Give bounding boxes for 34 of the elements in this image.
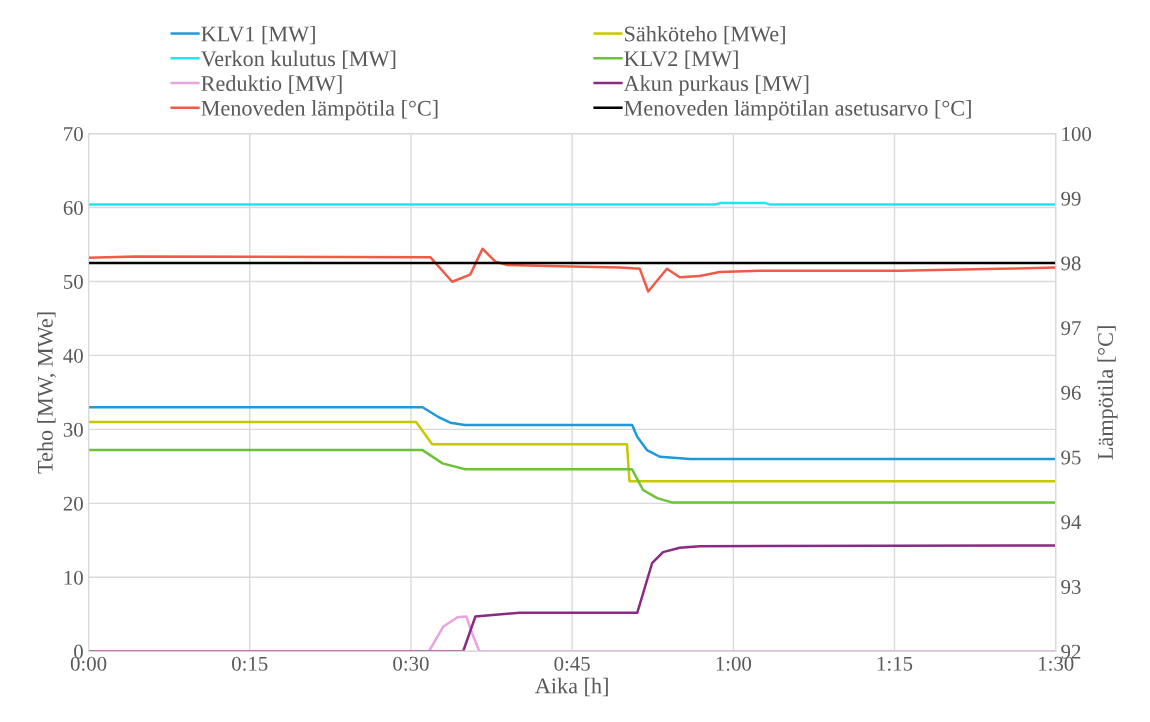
- y-axis-title: Teho [MW, MWe]: [37, 312, 56, 474]
- x-tick-label: 0:30: [393, 656, 429, 671]
- x-tick-label: 0:45: [554, 656, 590, 671]
- legend-label: Akun purkaus [MW]: [623, 75, 809, 96]
- y2-tick-label: 97: [1061, 321, 1081, 336]
- y-tick-label: 50: [64, 274, 83, 289]
- y2-tick-label: 100: [1062, 126, 1092, 141]
- x-tick-label: 0:15: [232, 656, 268, 671]
- x-tick-label: 1:00: [716, 656, 752, 671]
- y-tick-label: 10: [64, 570, 83, 585]
- y2-tick-label: 98: [1061, 256, 1081, 271]
- legend-label: Menoveden lämpötilan asetusarvo [°C]: [624, 100, 971, 121]
- line-series: [88, 247, 1056, 293]
- y2-tick-label: 94: [1061, 515, 1082, 530]
- y2-tick-label: 96: [1061, 385, 1081, 400]
- y2-axis-title: Lämpötila [°C]: [1097, 326, 1118, 460]
- x-axis-title: Aika [h]: [535, 677, 608, 697]
- legend-label: Verkon kulutus [MW]: [200, 50, 396, 70]
- line-series: [88, 405, 1056, 461]
- legend-label: KLV2 [MW]: [624, 50, 738, 70]
- legend-label: Menoveden lämpötila [°C]: [201, 100, 438, 121]
- y-tick-label: 70: [64, 126, 83, 141]
- line-series: [88, 448, 1056, 504]
- legend-label: Sähköteho [MWe]: [625, 25, 785, 45]
- y-tick-label: 30: [63, 422, 83, 437]
- y-tick-label: 60: [63, 200, 83, 215]
- y2-tick-label: 95: [1061, 450, 1081, 465]
- x-tick-label: 1:15: [877, 656, 913, 671]
- y2-tick-label: 99: [1061, 191, 1081, 206]
- y-tick-label: 40: [63, 348, 83, 363]
- y-tick-label: 20: [63, 496, 83, 511]
- legend-label: Reduktio [MW]: [201, 75, 342, 94]
- y2-tick-label: 93: [1061, 579, 1081, 594]
- legend-label: KLV1 [MW]: [201, 25, 315, 45]
